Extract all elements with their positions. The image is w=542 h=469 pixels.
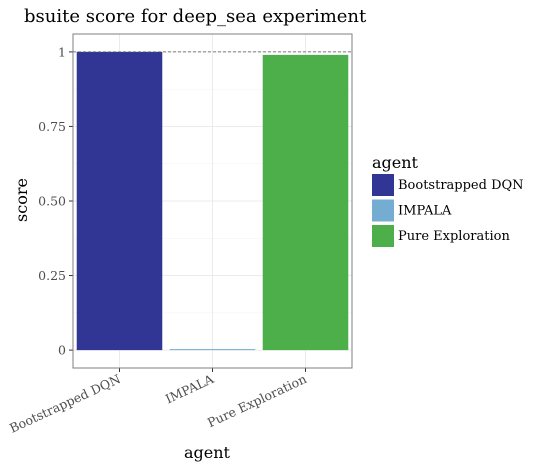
y-tick-label: 0.75 [38, 119, 66, 134]
y-tick-label: 1 [58, 44, 66, 59]
x-axis-title: agent [184, 443, 231, 462]
legend-label: IMPALA [398, 204, 452, 219]
y-axis-ticks: 0 0.25 0.50 0.75 1 [38, 44, 73, 358]
y-tick-label: 0.25 [38, 268, 66, 283]
bar-impala [169, 349, 256, 351]
bar-pure-exploration [262, 54, 349, 351]
legend-swatch [372, 225, 394, 247]
bars [73, 51, 352, 351]
x-tick-label: Bootstrapped DQN [7, 371, 123, 436]
legend-title: agent [372, 153, 419, 172]
legend-swatch [372, 199, 394, 222]
legend-swatch [372, 174, 394, 196]
bar-bootstrapped-dqn [76, 51, 163, 351]
x-tick-label: Pure Exploration [205, 371, 309, 430]
x-tick-label: IMPALA [163, 371, 217, 407]
plot-panel-border [72, 33, 353, 369]
y-tick-label: 0.50 [38, 194, 66, 209]
y-tick-label: 0 [58, 343, 66, 358]
legend: agent Bootstrapped DQN IMPALA Pure Explora… [372, 153, 524, 247]
legend-label: Pure Exploration [398, 229, 510, 244]
chart-title: bsuite score for deep_sea experiment [24, 6, 367, 27]
y-axis-title: score [12, 178, 31, 222]
legend-label: Bootstrapped DQN [398, 178, 524, 193]
